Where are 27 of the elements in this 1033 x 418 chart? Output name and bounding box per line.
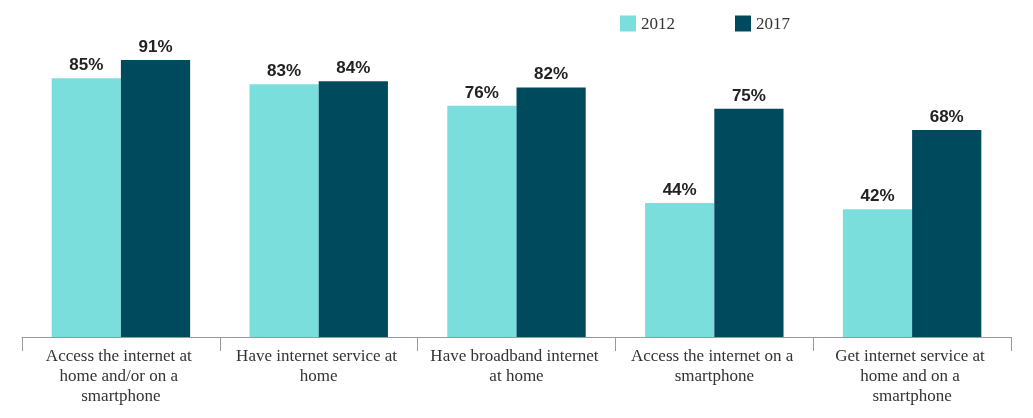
data-label: 91% [138,37,173,56]
legend-label: 2012 [641,14,675,33]
x-tick-label: Get internet service at home and on a smartphone [835,345,990,405]
x-tick-label: Access the internet at home and/or on a smartphone [45,345,196,405]
bar [249,84,319,337]
bar [51,78,121,337]
data-label: 68% [929,107,964,127]
bar [912,130,982,337]
x-tick-label: Access the internet on a smartphone [630,345,798,385]
legend-label: 2017 [756,14,791,33]
data-label: 83% [267,61,302,81]
data-label: 42% [860,186,895,206]
data-label: 75% [731,85,766,105]
bar [516,87,586,337]
bar [447,105,517,337]
data-label: 44% [662,180,697,200]
data-label: 84% [336,58,371,78]
bar [120,60,191,337]
bar [318,81,388,337]
bar [842,209,913,337]
data-label: 82% [534,64,569,84]
bar [714,108,784,337]
data-label: 76% [464,82,499,102]
x-tick-label: Have internet service at home [236,345,402,385]
x-tick-label: Have broadband internet at home [430,345,603,385]
bar [645,203,715,337]
data-label: 85% [69,55,104,75]
